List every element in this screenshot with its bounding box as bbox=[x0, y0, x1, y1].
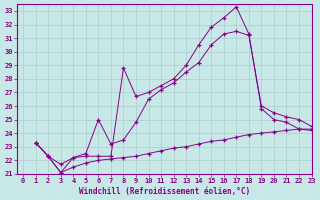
X-axis label: Windchill (Refroidissement éolien,°C): Windchill (Refroidissement éolien,°C) bbox=[79, 187, 250, 196]
